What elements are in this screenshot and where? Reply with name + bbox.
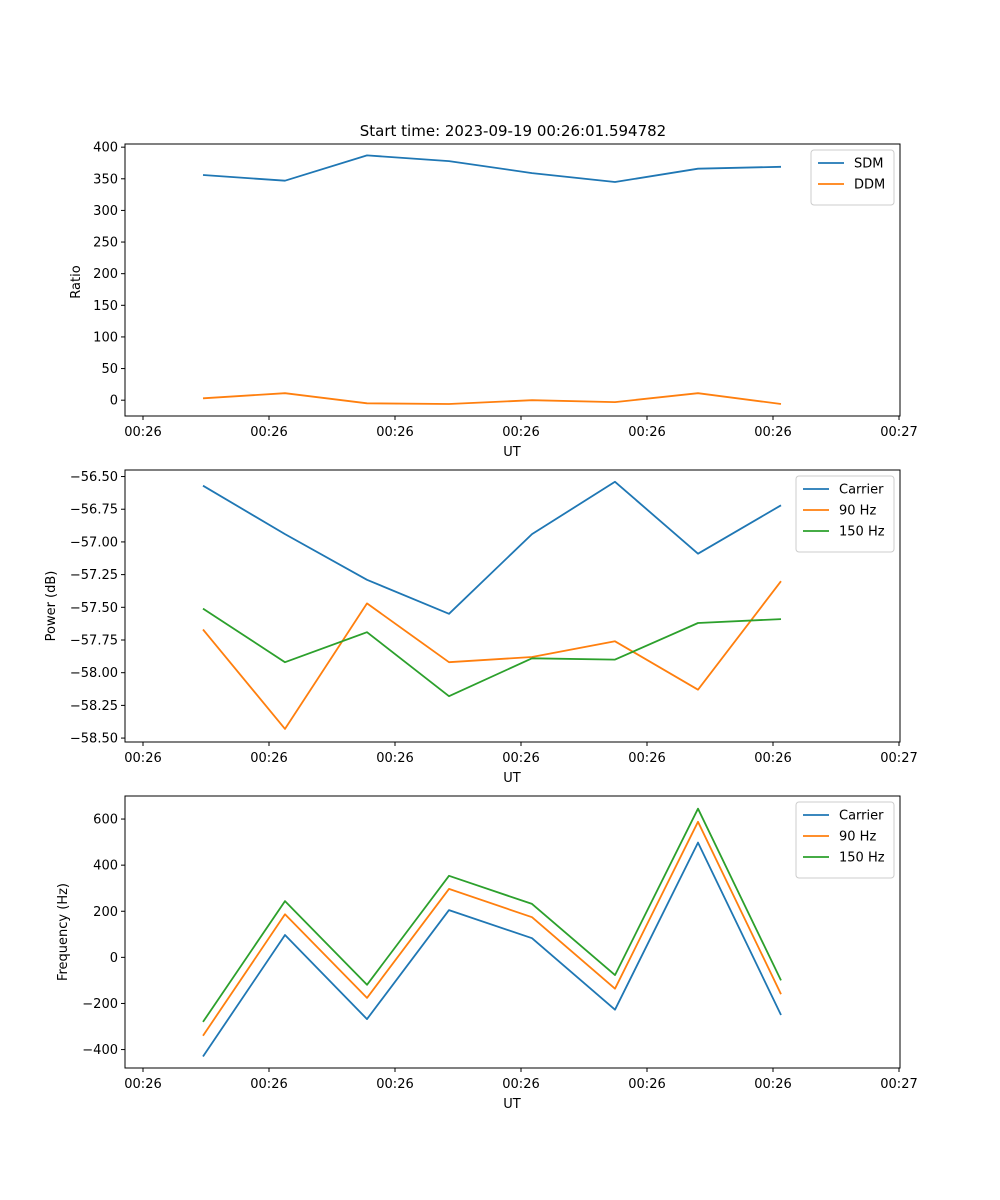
ratio-y-tick-label: 50 [101, 362, 118, 377]
frequency-x-tick-label: 00:26 [376, 1077, 413, 1092]
ratio-x-axis-label: UT [503, 445, 521, 460]
power-x-tick-label: 00:27 [880, 751, 917, 766]
ratio-y-axis-label: Ratio [69, 265, 84, 298]
frequency-x-tick-label: 00:26 [754, 1077, 791, 1092]
frequency-x-tick-label: 00:26 [250, 1077, 287, 1092]
power-x-tick-label: 00:26 [250, 751, 287, 766]
frequency-x-tick-label: 00:26 [124, 1077, 161, 1092]
power-y-tick-label: −56.75 [70, 503, 118, 518]
frequency-legend: Carrier 90 Hz 150 Hz [795, 801, 895, 879]
power-y-tick-label: −57.00 [70, 535, 118, 550]
power-x-tick-label: 00:26 [124, 751, 161, 766]
power-series-line-150-hz [202, 607, 782, 698]
frequency-y-tick-label: 0 [110, 951, 118, 966]
power-legend: Carrier 90 Hz 150 Hz [795, 475, 895, 553]
frequency-y-axis-label: Frequency (Hz) [56, 883, 71, 981]
ratio-x-tick-label: 00:26 [754, 425, 791, 440]
frequency-series-line-90-hz [202, 820, 782, 1037]
ratio-series-line-ddm [202, 392, 782, 405]
frequency-y-tick-label: 400 [93, 859, 118, 874]
power-y-tick-label: −56.50 [70, 470, 118, 485]
power-y-tick-label: −57.50 [70, 601, 118, 616]
power-x-tick-label: 00:26 [376, 751, 413, 766]
figure-title: Start time: 2023-09-19 00:26:01.594782 [360, 122, 666, 140]
frequency-series-line-carrier [202, 841, 782, 1058]
ratio-x-tick-label: 00:26 [502, 425, 539, 440]
power-y-tick-label: −58.00 [70, 666, 118, 681]
power-y-tick-label: −57.25 [70, 568, 118, 583]
ratio-x-tick-label: 00:26 [124, 425, 161, 440]
frequency-y-tick-label: 600 [93, 813, 118, 828]
ratio-y-tick-label: 150 [93, 299, 118, 314]
frequency-legend-label: 150 Hz [839, 851, 885, 866]
power-y-tick-label: −57.75 [70, 634, 118, 649]
power-series-line-90-hz [202, 580, 782, 730]
ratio-y-tick-label: 400 [93, 141, 118, 156]
ratio-legend: SDM DDM [810, 149, 895, 206]
power-x-axis-label: UT [503, 771, 521, 786]
ratio-x-tick-label: 00:26 [250, 425, 287, 440]
ratio-y-tick-label: 300 [93, 204, 118, 219]
power-legend-label: Carrier [839, 483, 884, 498]
power-x-tick-label: 00:26 [754, 751, 791, 766]
ratio-panel: 0 50 100 150 200 250 300 350 400 00:26 00:26 00:26… [69, 141, 918, 460]
ratio-axes-frame [124, 143, 901, 417]
power-legend-box [795, 475, 895, 553]
ratio-y-tick-label: 200 [93, 267, 118, 282]
ratio-x-tick-label: 00:26 [628, 425, 665, 440]
ratio-y-tick-label: 250 [93, 236, 118, 251]
frequency-legend-box [795, 801, 895, 879]
frequency-panel: −400 −200 0 200 400 600 00:26 00:26 00:26 00:26 0… [56, 795, 918, 1112]
frequency-x-axis-label: UT [503, 1097, 521, 1112]
frequency-axes-frame [124, 795, 901, 1069]
power-y-tick-label: −58.50 [70, 732, 118, 747]
ratio-series-line-sdm [202, 154, 782, 183]
power-y-tick-label: −58.25 [70, 699, 118, 714]
power-x-tick-label: 00:26 [502, 751, 539, 766]
ratio-y-tick-label: 350 [93, 172, 118, 187]
power-legend-label: 150 Hz [839, 525, 885, 540]
frequency-series-line-150-hz [202, 807, 782, 1023]
frequency-x-tick-label: 00:26 [502, 1077, 539, 1092]
power-y-axis-label: Power (dB) [44, 571, 59, 642]
power-axes-frame [124, 469, 901, 743]
frequency-y-tick-label: −200 [82, 997, 118, 1012]
frequency-x-tick-label: 00:26 [628, 1077, 665, 1092]
frequency-x-tick-label: 00:27 [880, 1077, 917, 1092]
frequency-legend-label: 90 Hz [839, 830, 876, 845]
frequency-y-tick-label: −400 [82, 1043, 118, 1058]
power-series-line-carrier [202, 480, 782, 615]
ratio-legend-label: DDM [854, 178, 885, 193]
power-legend-label: 90 Hz [839, 504, 876, 519]
ratio-y-tick-label: 0 [110, 394, 118, 409]
frequency-y-tick-label: 200 [93, 905, 118, 920]
ratio-x-tick-label: 00:27 [880, 425, 917, 440]
frequency-legend-label: Carrier [839, 809, 884, 824]
power-x-tick-label: 00:26 [628, 751, 665, 766]
ratio-y-tick-label: 100 [93, 330, 118, 345]
power-panel: −58.50 −58.25 −58.00 −57.75 −57.50 −57.25 −57.… [44, 469, 918, 786]
ratio-legend-label: SDM [854, 157, 883, 172]
ratio-x-tick-label: 00:26 [376, 425, 413, 440]
